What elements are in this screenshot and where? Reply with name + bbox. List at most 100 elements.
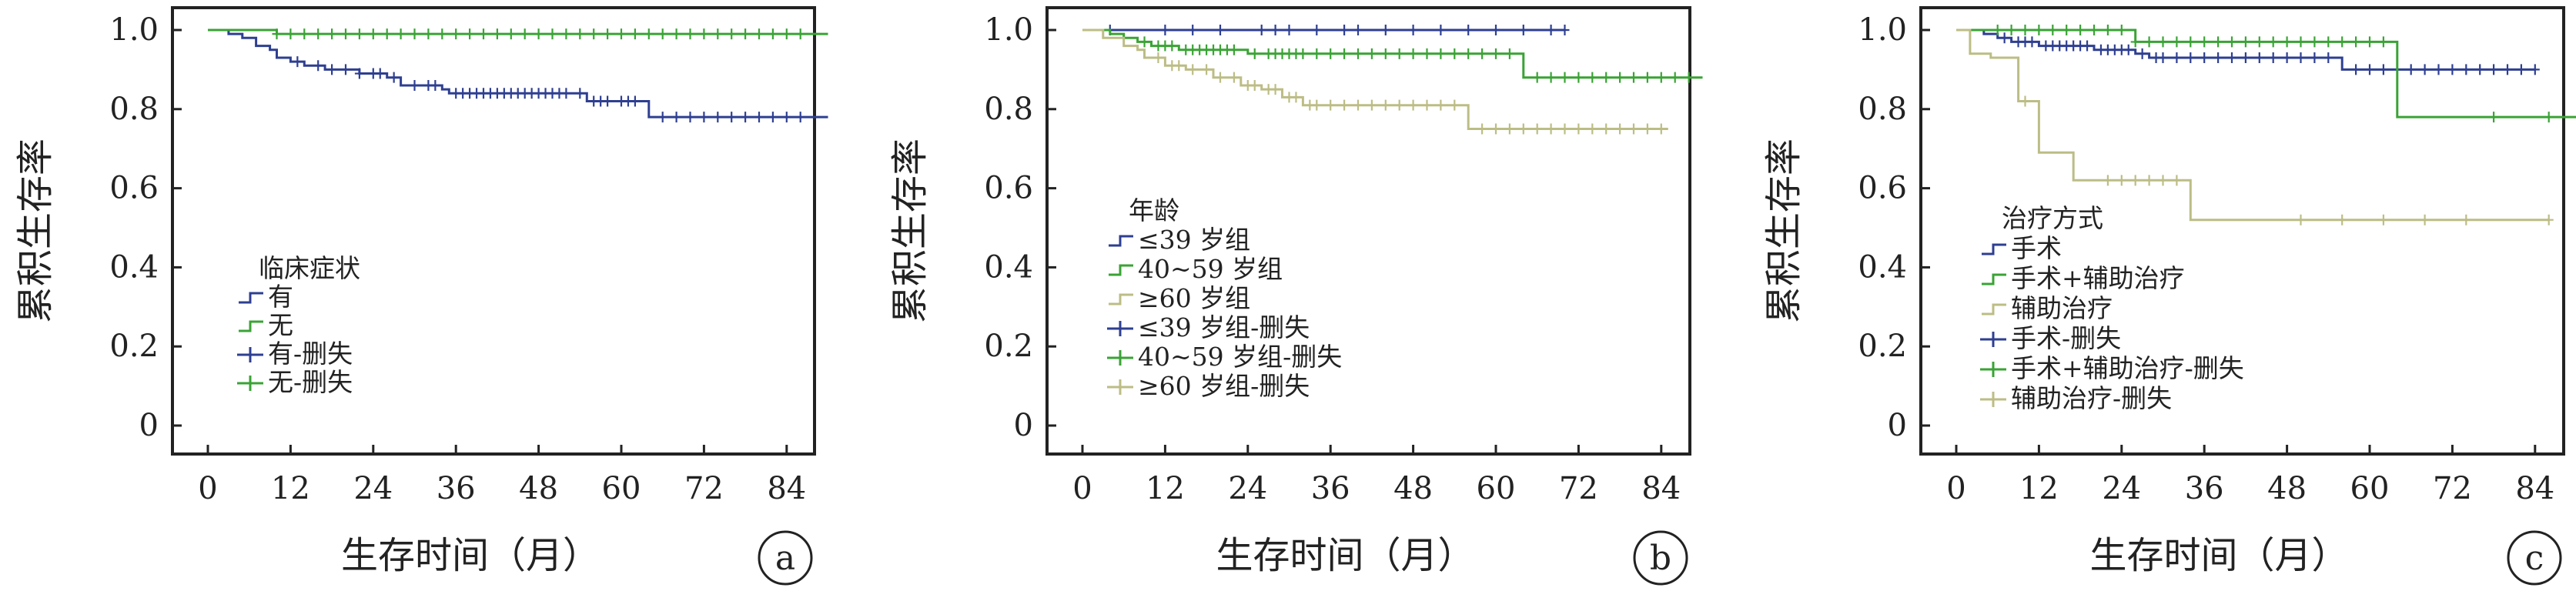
x-tick-label: 60: [602, 471, 641, 506]
censor-mark: [479, 28, 488, 40]
censor-mark: [1326, 48, 1336, 59]
censor-mark: [1270, 84, 1280, 95]
censor-mark: [354, 28, 364, 40]
censor-mark: [2186, 52, 2196, 63]
censor-mark: [2337, 214, 2347, 225]
censor-mark: [534, 28, 544, 40]
censor-mark: [547, 28, 557, 40]
y-tick-label: 0.8: [984, 92, 1033, 127]
x-tick-label: 24: [353, 471, 393, 506]
censor-mark: [396, 28, 406, 40]
x-axis-title: 生存时间（月）: [2089, 534, 2348, 577]
legend-plus-swatch: [237, 347, 263, 362]
censor-mark: [1546, 25, 1556, 35]
y-axis-title: 累积生存率: [1762, 139, 1805, 323]
censor-mark: [341, 28, 350, 40]
legend-step-swatch: [1982, 303, 2006, 316]
legend-step-swatch: [1982, 243, 2006, 255]
censor-mark: [368, 28, 378, 40]
censor-mark: [375, 68, 385, 79]
censor-mark: [1615, 123, 1625, 135]
censor-mark: [2144, 36, 2154, 48]
censor-mark: [286, 28, 296, 40]
censor-mark: [2048, 25, 2058, 35]
censor-mark: [1229, 44, 1239, 55]
censor-mark: [1684, 72, 1694, 83]
legend-label: 手术+辅助治疗: [2011, 263, 2185, 293]
y-axis-title: 累积生存率: [888, 139, 932, 323]
censor-mark: [781, 28, 791, 40]
censor-mark: [313, 60, 323, 72]
censor-mark: [1532, 123, 1542, 135]
panel-letter: b: [1650, 539, 1671, 578]
censor-mark: [2172, 52, 2182, 63]
censor-mark: [2516, 64, 2526, 75]
censor-mark: [2378, 64, 2388, 75]
legend-step-swatch: [1109, 293, 1133, 306]
censor-mark: [1408, 25, 1418, 35]
legend-title: 治疗方式: [2002, 203, 2103, 233]
censor-mark: [2116, 175, 2126, 186]
censor-mark: [1615, 72, 1625, 83]
panel-letter: c: [2525, 539, 2544, 578]
legend-label: ≤39 岁组-删失: [1138, 312, 1310, 342]
censor-mark: [1422, 99, 1432, 111]
censor-mark: [2083, 40, 2093, 52]
censor-mark: [1153, 52, 1163, 63]
censor-mark: [1560, 72, 1570, 83]
legend-label: ≤39 岁组: [1138, 225, 1250, 255]
censor-mark: [575, 28, 585, 40]
censor-mark: [1518, 25, 1528, 35]
censor-mark: [1326, 99, 1336, 111]
censor-mark: [1216, 72, 1225, 83]
censor-mark: [354, 68, 364, 79]
censor-mark: [1216, 25, 1225, 35]
legend-label: 有: [268, 282, 293, 312]
censor-mark: [520, 28, 530, 40]
legend-title: 年龄: [1129, 195, 1179, 225]
censor-mark: [1250, 79, 1260, 91]
censor-mark: [1408, 99, 1418, 111]
censor-mark: [781, 112, 791, 123]
censor-mark: [795, 112, 805, 123]
censor-mark: [1312, 25, 1322, 35]
censor-mark: [617, 28, 626, 40]
legend-label: 40~59 岁组: [1138, 254, 1283, 284]
panel-letter-circle: [2507, 530, 2562, 586]
survival-curve-手术+辅助治疗: [1956, 28, 2576, 119]
censor-mark: [299, 28, 309, 40]
censor-mark: [1422, 48, 1432, 59]
censor-mark: [2378, 36, 2388, 48]
censor-mark: [1167, 40, 1177, 52]
plot-frame: [1045, 6, 1691, 456]
censor-mark: [2323, 36, 2333, 48]
censor-mark: [2447, 64, 2457, 75]
y-tick-label: 1.0: [984, 12, 1033, 48]
censor-mark: [2020, 25, 2030, 35]
x-tick-label: 36: [2185, 471, 2224, 506]
censor-mark: [1139, 36, 1149, 48]
y-axis-title: 累积生存率: [14, 139, 57, 323]
censor-mark: [685, 28, 695, 40]
panel-letter-circle: [1633, 530, 1688, 586]
censor-mark: [2310, 52, 2320, 63]
censor-mark: [1642, 123, 1652, 135]
censor-mark: [1202, 64, 1212, 75]
censor-mark: [1629, 72, 1638, 83]
legend-label: 无: [268, 310, 293, 340]
censor-mark: [2461, 64, 2471, 75]
y-tick-label: 0: [1014, 408, 1033, 443]
censor-mark: [2130, 175, 2140, 186]
censor-mark: [1601, 123, 1611, 135]
censor-mark: [1574, 123, 1584, 135]
censor-mark: [1436, 48, 1446, 59]
x-tick-label: 84: [2515, 471, 2554, 506]
censor-mark: [2254, 36, 2264, 48]
censor-mark: [768, 112, 778, 123]
censor-mark: [2103, 25, 2113, 35]
y-tick-label: 0.6: [1858, 171, 1907, 206]
legend-plus-swatch: [1107, 350, 1133, 366]
censor-mark: [2213, 36, 2223, 48]
censor-mark: [2006, 25, 2016, 35]
